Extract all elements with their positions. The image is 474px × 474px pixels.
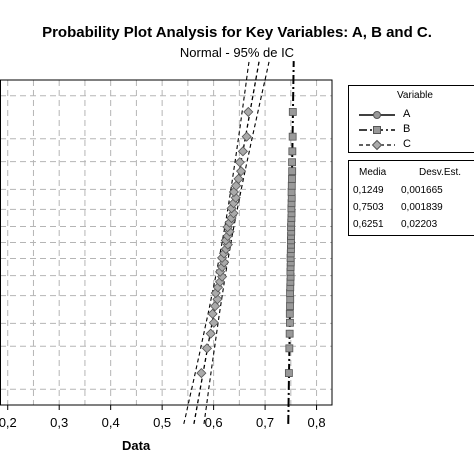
plot-frame (0, 79, 333, 406)
point-b (288, 108, 297, 116)
point-c (207, 308, 218, 319)
legend-swatch-a (359, 111, 395, 119)
x-tick-label: 0,6 (205, 415, 223, 430)
point-b (288, 147, 297, 156)
point-c (196, 368, 207, 379)
point-b (288, 167, 297, 176)
stats-stdev-a: 0,001665 (401, 185, 443, 196)
legend-title: Variable (397, 90, 433, 101)
stats-mean-a: 0,1249 (353, 185, 384, 196)
point-b (286, 302, 294, 311)
legend: Variable A B C (348, 85, 474, 153)
point-b (285, 344, 294, 353)
ci-band-c (183, 61, 250, 425)
fit-line-b (287, 61, 295, 424)
point-c (205, 328, 216, 339)
point-b (284, 369, 293, 377)
stats-header-stdev: Desv.Est. (419, 167, 462, 178)
point-b (286, 318, 294, 327)
x-tick-label: 0,7 (256, 415, 274, 430)
point-c (208, 317, 219, 328)
point-c (235, 166, 247, 177)
data-points (196, 106, 297, 379)
stats-header-mean: Media (359, 167, 387, 178)
point-b (288, 174, 296, 183)
legend-item-c: C (357, 138, 474, 152)
point-c (241, 131, 252, 142)
legend-label-a: A (403, 108, 411, 120)
point-b (288, 132, 297, 141)
point-b (288, 158, 296, 167)
point-b (285, 329, 294, 338)
x-tick-label: 0,4 (102, 415, 120, 430)
legend-item-b: B (357, 123, 474, 137)
ci-band-c (203, 60, 270, 424)
point-b (285, 309, 294, 318)
x-tick-label: 0,2 (0, 415, 17, 430)
stats-stdev-c: 0,02203 (401, 219, 438, 230)
grid-layer (0, 80, 332, 405)
legend-swatch-b (359, 126, 395, 134)
legend-label-c: C (403, 138, 411, 150)
chart-title: Probability Plot Analysis for Key Variab… (42, 24, 432, 41)
point-c (233, 173, 244, 184)
legend-label-b: B (403, 123, 411, 135)
axes: 0,2 0,3 0,4 0,5 0,6 0,7 0,8 (0, 79, 333, 430)
point-b (287, 181, 296, 190)
stats-stdev-b: 0,001839 (401, 202, 443, 213)
stats-mean-b: 0,7503 (353, 202, 384, 213)
x-tick-label: 0,3 (50, 415, 68, 430)
x-axis-label: Data (122, 438, 151, 453)
point-c (234, 157, 245, 168)
stats-mean-c: 0,6251 (353, 219, 384, 230)
x-tick-label: 0,8 (308, 415, 326, 430)
legend-item-a: A (357, 108, 474, 122)
stats-table: Media Desv.Est. 0,1249 0,001665 0,7503 0… (348, 160, 474, 236)
point-c (201, 343, 213, 354)
point-c (243, 106, 254, 117)
chart-subtitle: Normal - 95% de IC (179, 45, 295, 60)
x-tick-label: 0,5 (153, 415, 171, 430)
point-c (237, 146, 248, 157)
legend-swatch-c (359, 139, 395, 151)
